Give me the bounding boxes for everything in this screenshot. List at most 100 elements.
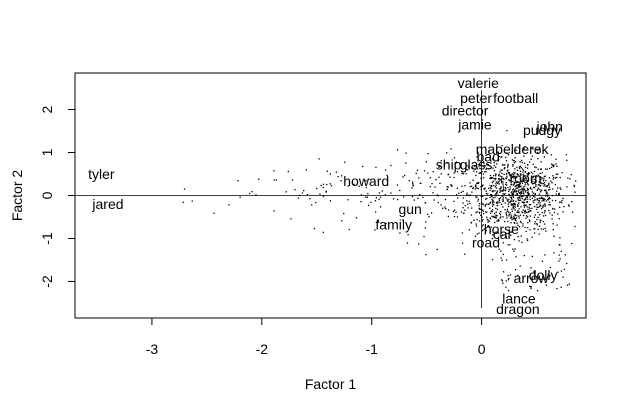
term-point (476, 156, 478, 158)
term-point (412, 184, 415, 187)
term-point (491, 195, 493, 198)
word-label-car: car (493, 226, 513, 242)
term-point (505, 181, 508, 184)
term-point (446, 162, 448, 164)
term-point (558, 193, 560, 195)
term-point (565, 154, 567, 156)
term-point (468, 165, 470, 167)
term-point (519, 186, 521, 188)
term-point (482, 173, 485, 175)
term-point (552, 176, 555, 179)
term-point (465, 173, 467, 175)
term-point (499, 171, 501, 173)
term-point (501, 190, 503, 192)
word-label-gun: gun (398, 201, 421, 217)
term-point (538, 193, 541, 195)
term-point (478, 232, 480, 234)
term-point (494, 221, 496, 224)
term-point (497, 159, 499, 161)
term-point (507, 279, 509, 281)
term-point (309, 198, 311, 200)
term-point (273, 210, 275, 212)
term-point (553, 164, 555, 167)
term-point (499, 190, 502, 192)
term-point (566, 284, 569, 286)
term-point (343, 212, 345, 215)
term-point (516, 211, 518, 213)
term-point (519, 170, 522, 172)
term-point (468, 166, 470, 168)
term-point (512, 188, 515, 190)
term-point (522, 191, 524, 193)
term-point (550, 166, 553, 168)
term-point (508, 211, 510, 213)
term-point (505, 286, 507, 288)
term-point (514, 161, 517, 163)
term-point (493, 201, 495, 203)
term-point (526, 189, 529, 191)
term-point (527, 184, 530, 186)
word-label-derek: derek (514, 141, 550, 157)
term-point (326, 170, 328, 172)
word-label-road: road (472, 235, 500, 251)
term-point (545, 185, 547, 187)
term-point (537, 174, 539, 176)
term-point (491, 158, 494, 160)
term-point (506, 198, 508, 200)
term-point (462, 173, 464, 175)
term-point (540, 182, 542, 184)
term-point (490, 210, 492, 212)
term-point (540, 205, 542, 207)
term-point (500, 180, 503, 183)
term-point (557, 187, 559, 189)
term-point (513, 238, 516, 241)
term-point (494, 186, 497, 188)
term-point (294, 189, 296, 191)
term-point (514, 191, 516, 193)
term-point (420, 182, 422, 185)
term-point (440, 160, 442, 162)
term-point (340, 175, 343, 177)
term-point (525, 217, 527, 219)
term-point (484, 187, 486, 189)
term-point (573, 185, 576, 188)
term-point (505, 212, 507, 214)
term-point (506, 217, 508, 219)
term-point (563, 206, 565, 208)
term-point (514, 172, 516, 174)
y-tick-label: -2 (39, 275, 55, 288)
term-point (516, 197, 519, 199)
term-point (474, 168, 476, 171)
term-point (335, 171, 337, 173)
term-point (485, 190, 487, 192)
term-point (453, 200, 455, 202)
term-point (518, 185, 520, 187)
term-point (508, 277, 510, 280)
term-point (535, 184, 537, 186)
term-point (425, 161, 428, 163)
term-point (480, 172, 482, 174)
term-point (485, 192, 488, 195)
term-point (426, 213, 429, 215)
term-point (311, 204, 313, 206)
term-point (485, 211, 487, 213)
term-point (519, 178, 521, 180)
term-point (527, 188, 530, 191)
term-point (509, 174, 511, 177)
term-point (547, 197, 550, 200)
term-point (500, 211, 502, 213)
term-point (251, 190, 253, 193)
term-point (469, 182, 471, 184)
term-point (504, 167, 506, 169)
term-point (490, 177, 492, 180)
term-point (551, 182, 553, 184)
term-point (460, 211, 463, 213)
term-point (509, 186, 511, 188)
term-point (500, 216, 502, 218)
term-point (508, 189, 510, 191)
term-point (551, 214, 553, 216)
term-point (540, 196, 543, 198)
term-point (502, 188, 505, 191)
term-point (514, 268, 517, 271)
term-point (491, 258, 494, 261)
